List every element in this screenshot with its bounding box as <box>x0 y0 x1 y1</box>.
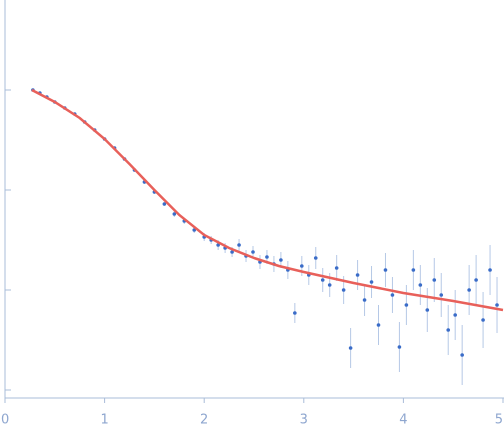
data-point <box>474 278 478 282</box>
data-point <box>265 255 269 259</box>
x-tick-label: 5 <box>495 413 503 428</box>
data-point <box>355 273 360 277</box>
data-point <box>376 323 381 327</box>
data-point <box>418 283 423 287</box>
data-point <box>439 293 444 297</box>
data-point <box>432 278 437 282</box>
data-point <box>453 313 457 317</box>
data-point <box>230 250 234 254</box>
data-point <box>172 212 177 216</box>
data-point <box>293 311 297 315</box>
data-point <box>369 280 374 284</box>
x-tick-label: 3 <box>300 413 308 428</box>
data-point <box>237 243 241 247</box>
data-point <box>383 268 388 272</box>
data-point <box>446 328 451 332</box>
data-point <box>411 268 416 272</box>
x-tick-label: 0 <box>1 413 9 428</box>
x-tick-label: 1 <box>100 413 108 428</box>
x-tick-label: 2 <box>200 413 208 428</box>
fit-line <box>31 88 504 312</box>
data-point <box>467 288 471 292</box>
data-point <box>327 283 332 287</box>
data-point <box>334 266 339 270</box>
data-point <box>488 268 492 272</box>
data-point <box>320 278 325 282</box>
data-point <box>341 288 346 292</box>
x-tick-label: 4 <box>399 413 407 428</box>
data-point <box>390 293 395 297</box>
data-point <box>348 346 353 350</box>
data-point <box>397 345 402 349</box>
data-point <box>460 353 464 357</box>
data-point <box>313 256 318 260</box>
data-point <box>404 303 409 307</box>
data-point <box>162 202 167 206</box>
data-point <box>300 264 304 268</box>
data-point <box>425 308 430 312</box>
data-point <box>481 318 485 322</box>
data-point <box>495 303 499 307</box>
data-point <box>279 258 283 262</box>
data-point <box>362 298 367 302</box>
data-point <box>251 250 255 254</box>
